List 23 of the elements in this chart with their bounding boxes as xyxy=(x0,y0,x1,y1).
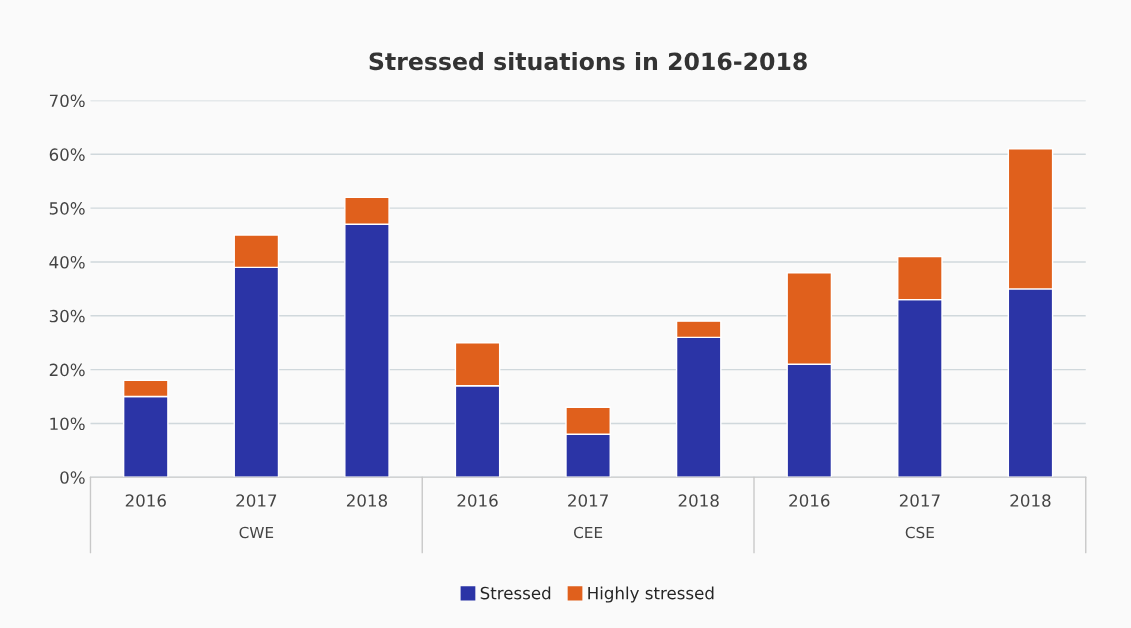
y-tick-label: 30% xyxy=(49,309,85,323)
x-tick-label: 2016 xyxy=(457,494,498,507)
y-tick-label: 60% xyxy=(49,148,85,161)
x-tick-label: 2016 xyxy=(789,494,830,507)
x-tick-label: 2016 xyxy=(125,494,166,507)
y-tick-label: 70% xyxy=(49,94,85,108)
x-tick-label: 2018 xyxy=(346,494,388,507)
y-tick-label: 40% xyxy=(49,255,85,269)
y-tick-label: 0% xyxy=(60,471,85,484)
x-tick-label: 2018 xyxy=(1010,494,1051,507)
y-tick-label: 20% xyxy=(49,363,85,377)
x-tick-label: 2017 xyxy=(568,494,608,507)
text: CSE xyxy=(905,526,934,539)
legend-label: Highly stressed xyxy=(588,586,714,603)
text: CWE xyxy=(239,526,274,539)
legend-label: Stressed xyxy=(480,586,551,600)
y-tick-label: 50% xyxy=(49,202,85,215)
chart-title: Stressed situations in 2016-2018 xyxy=(369,51,807,71)
x-tick-label: 2017 xyxy=(899,494,940,507)
y-tick-label: 10% xyxy=(50,417,85,431)
text: CEE xyxy=(573,526,603,539)
x-tick-label: 2017 xyxy=(236,494,277,507)
x-tick-label: 2018 xyxy=(678,494,719,507)
